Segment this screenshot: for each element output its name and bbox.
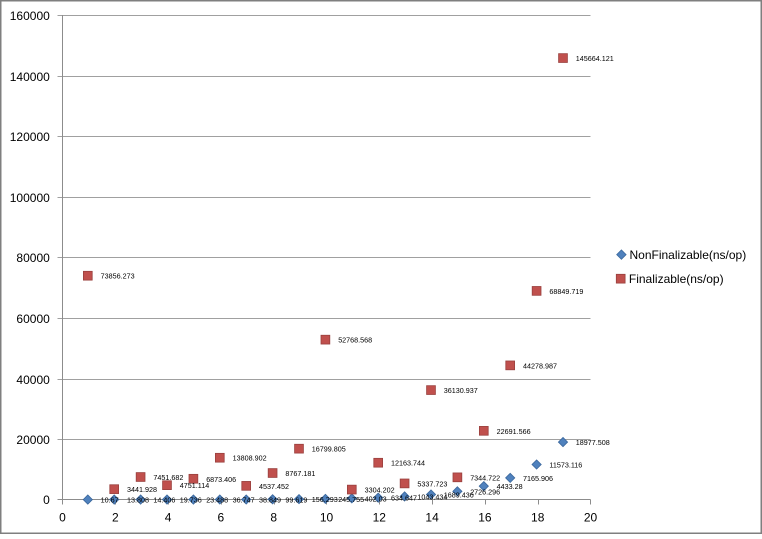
svg-text:10: 10 [320, 511, 334, 525]
svg-text:23.488: 23.488 [206, 496, 228, 505]
svg-text:38.849: 38.849 [259, 495, 281, 504]
svg-text:120000: 120000 [10, 130, 50, 144]
svg-text:40000: 40000 [16, 373, 50, 387]
svg-text:14: 14 [425, 511, 439, 525]
svg-text:36.747: 36.747 [233, 495, 255, 504]
svg-text:0: 0 [59, 511, 66, 525]
svg-text:36130.937: 36130.937 [444, 386, 478, 395]
svg-text:6873.406: 6873.406 [206, 475, 236, 484]
svg-text:73856.273: 73856.273 [101, 272, 135, 281]
svg-text:3441.928: 3441.928 [127, 485, 157, 494]
svg-text:13808.902: 13808.902 [233, 454, 267, 463]
svg-text:5337.723: 5337.723 [417, 479, 447, 488]
svg-text:2726.296: 2726.296 [470, 487, 500, 496]
svg-text:2: 2 [112, 511, 119, 525]
svg-text:160000: 160000 [10, 9, 50, 23]
svg-text:140000: 140000 [10, 70, 50, 84]
svg-text:60000: 60000 [16, 312, 50, 326]
svg-text:16799.805: 16799.805 [312, 445, 346, 454]
svg-text:12: 12 [373, 511, 387, 525]
svg-text:52768.568: 52768.568 [338, 336, 372, 345]
svg-text:634.647: 634.647 [391, 494, 417, 503]
svg-text:18977.508: 18977.508 [576, 438, 610, 447]
svg-text:13.808: 13.808 [127, 496, 149, 505]
svg-text:4537.452: 4537.452 [259, 482, 289, 491]
svg-text:7344.722: 7344.722 [470, 473, 500, 482]
svg-text:156.293: 156.293 [312, 495, 338, 504]
svg-text:10.67: 10.67 [101, 496, 119, 505]
svg-text:3304.202: 3304.202 [365, 486, 395, 495]
svg-text:4751.114: 4751.114 [180, 481, 209, 490]
svg-text:68849.719: 68849.719 [549, 287, 583, 296]
svg-text:0: 0 [43, 493, 50, 507]
svg-text:20000: 20000 [16, 433, 50, 447]
svg-text:12163.744: 12163.744 [391, 459, 425, 468]
svg-text:99.619: 99.619 [285, 495, 307, 504]
svg-text:7451.682: 7451.682 [153, 473, 183, 482]
svg-text:NonFinalizable(ns/op): NonFinalizable(ns/op) [630, 248, 747, 262]
svg-text:145664.121: 145664.121 [576, 54, 614, 63]
svg-text:4: 4 [165, 511, 172, 525]
svg-text:245.755: 245.755 [338, 495, 364, 504]
svg-text:6: 6 [218, 511, 225, 525]
svg-text:44278.987: 44278.987 [523, 361, 557, 370]
svg-text:22691.566: 22691.566 [497, 427, 531, 436]
svg-text:Finalizable(ns/op): Finalizable(ns/op) [629, 272, 724, 286]
svg-text:7165.906: 7165.906 [523, 474, 553, 483]
svg-text:402.03: 402.03 [365, 494, 387, 503]
svg-text:8: 8 [270, 511, 277, 525]
svg-text:16: 16 [478, 511, 492, 525]
svg-text:80000: 80000 [16, 251, 50, 265]
svg-text:8767.181: 8767.181 [285, 469, 315, 478]
svg-text:18: 18 [531, 511, 545, 525]
svg-text:14.406: 14.406 [153, 496, 175, 505]
svg-text:1043.434: 1043.434 [417, 492, 447, 501]
svg-text:100000: 100000 [10, 191, 50, 205]
svg-text:19.736: 19.736 [180, 496, 202, 505]
svg-text:20: 20 [584, 511, 598, 525]
svg-text:11573.116: 11573.116 [549, 461, 582, 470]
svg-text:4433.28: 4433.28 [497, 482, 523, 491]
svg-text:1689.436: 1689.436 [444, 490, 474, 499]
